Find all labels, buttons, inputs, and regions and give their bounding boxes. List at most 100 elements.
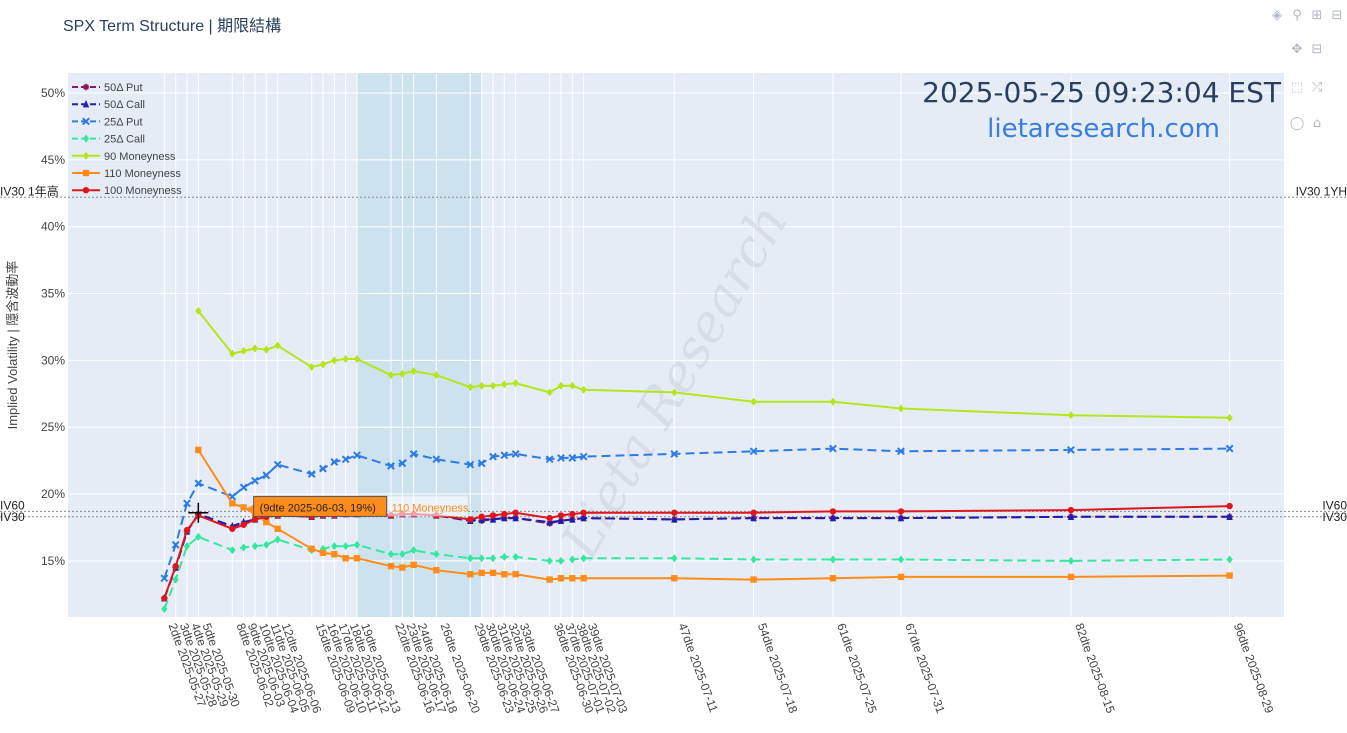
data-point[interactable] (546, 514, 553, 522)
data-point[interactable] (512, 513, 519, 522)
data-point[interactable] (161, 604, 168, 613)
data-point[interactable] (274, 535, 281, 544)
data-point[interactable] (512, 379, 519, 388)
legend-item[interactable]: 50Δ Put (72, 82, 143, 94)
data-point[interactable] (897, 573, 905, 581)
data-point[interactable] (161, 595, 168, 602)
data-point[interactable] (410, 367, 417, 376)
data-point[interactable] (399, 564, 406, 571)
zoom-out-box-icon[interactable]: ⊟ (1311, 42, 1323, 57)
data-point[interactable] (172, 575, 179, 584)
data-point[interactable] (489, 452, 497, 461)
data-point[interactable] (829, 397, 837, 406)
data-point[interactable] (1226, 512, 1233, 520)
data-point[interactable] (512, 552, 519, 561)
data-point[interactable] (512, 509, 519, 516)
data-point[interactable] (670, 450, 679, 458)
series-2[interactable] (160, 444, 1234, 583)
data-point[interactable] (274, 525, 281, 532)
data-point[interactable] (433, 371, 440, 380)
data-point[interactable] (330, 458, 339, 466)
data-point[interactable] (750, 576, 757, 583)
data-point[interactable] (195, 532, 202, 541)
data-point[interactable] (331, 356, 338, 365)
data-point[interactable] (511, 450, 520, 458)
data-point[interactable] (172, 563, 179, 570)
data-point[interactable] (433, 567, 440, 574)
data-point[interactable] (829, 575, 837, 582)
data-point[interactable] (398, 459, 407, 468)
data-point[interactable] (308, 545, 315, 553)
data-point[interactable] (478, 513, 485, 520)
data-point[interactable] (478, 381, 485, 390)
data-point[interactable] (489, 554, 497, 563)
data-point[interactable] (319, 464, 327, 473)
data-point[interactable] (546, 517, 553, 526)
data-point[interactable] (82, 100, 90, 108)
data-point[interactable] (409, 450, 418, 458)
data-point[interactable] (467, 516, 474, 523)
data-point[interactable] (240, 521, 247, 528)
data-point[interactable] (319, 360, 327, 369)
data-point[interactable] (569, 555, 576, 564)
data-point[interactable] (489, 381, 497, 390)
data-point[interactable] (1067, 506, 1075, 514)
data-point[interactable] (410, 561, 417, 569)
data-point[interactable] (432, 455, 441, 464)
pan-icon[interactable]: ✥ (1291, 42, 1303, 57)
data-point[interactable] (353, 355, 361, 364)
site-link[interactable]: lietaresearch.com (987, 114, 1220, 144)
data-point[interactable] (557, 556, 565, 565)
zoom-out-icon[interactable]: ⊟ (1331, 8, 1343, 23)
data-point[interactable] (580, 385, 587, 394)
autoscale-icon[interactable]: ⤮ (1311, 80, 1323, 95)
data-point[interactable] (195, 306, 202, 315)
data-point[interactable] (579, 452, 588, 461)
data-point[interactable] (273, 460, 282, 469)
data-point[interactable] (251, 476, 259, 485)
data-point[interactable] (410, 546, 417, 555)
data-point[interactable] (580, 513, 587, 522)
data-point[interactable] (229, 500, 236, 507)
data-point[interactable] (239, 483, 248, 492)
data-point[interactable] (262, 471, 271, 480)
data-point[interactable] (501, 510, 508, 518)
data-point[interactable] (569, 381, 576, 390)
data-point[interactable] (501, 513, 508, 522)
data-point[interactable] (897, 508, 905, 515)
data-point[interactable] (478, 569, 485, 577)
data-point[interactable] (229, 349, 236, 358)
data-point[interactable] (512, 571, 519, 578)
data-point[interactable] (477, 459, 486, 468)
data-point[interactable] (183, 499, 191, 508)
data-point[interactable] (229, 525, 236, 532)
data-point[interactable] (1067, 411, 1075, 420)
box-select-icon[interactable]: ⬚ (1290, 80, 1304, 95)
data-point[interactable] (263, 345, 270, 354)
legend-item[interactable]: 50Δ Call (72, 99, 145, 111)
data-point[interactable] (897, 555, 905, 564)
data-point[interactable] (251, 542, 259, 551)
data-point[interactable] (580, 509, 587, 516)
data-point[interactable] (240, 543, 247, 552)
data-point[interactable] (307, 470, 316, 478)
plot-area[interactable] (68, 73, 1284, 617)
data-point[interactable] (897, 513, 905, 522)
data-point[interactable] (750, 397, 757, 406)
data-point[interactable] (580, 554, 587, 563)
data-point[interactable] (183, 526, 191, 534)
data-point[interactable] (467, 383, 474, 392)
data-point[interactable] (399, 550, 406, 559)
data-point[interactable] (897, 404, 905, 413)
legend-item[interactable]: 100 Moneyness (72, 185, 182, 197)
data-point[interactable] (1226, 413, 1233, 422)
data-point[interactable] (557, 512, 565, 519)
data-point[interactable] (671, 509, 678, 516)
data-point[interactable] (331, 542, 338, 551)
data-point[interactable] (501, 380, 508, 389)
data-point[interactable] (546, 576, 553, 583)
data-point[interactable] (240, 504, 247, 511)
data-point[interactable] (557, 575, 565, 582)
data-point[interactable] (251, 344, 259, 353)
data-point[interactable] (545, 455, 554, 464)
